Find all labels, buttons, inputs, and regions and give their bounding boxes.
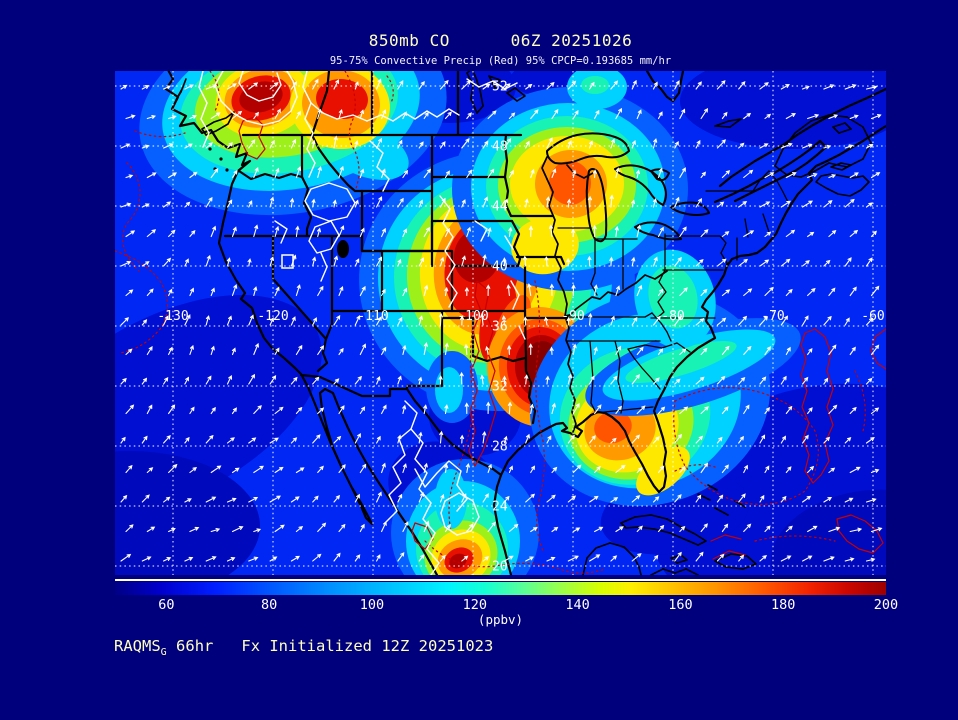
colorbar-tick: 80 [261,597,278,613]
grid-labels: 52 48 44 40 36 32 28 24 20 -130 -120 -110 -100 -90 -80… [157,80,884,575]
lon-label: -100 [457,309,488,324]
lat-label: 32 [492,380,508,395]
latlon-grid [115,71,886,575]
colorbar-tick: 200 [873,597,899,613]
coastlines [164,71,886,575]
great-lakes [337,132,710,258]
colorbar-tick: 100 [359,597,385,613]
lon-label: -110 [357,309,388,324]
colorbar-tick: 160 [668,597,693,613]
wind-vectors [120,78,883,562]
colorbar [115,582,886,595]
colorbar-tick-labels: 60 80 100 120 140 160 180 200 [115,597,898,613]
colorbar-tick: 60 [158,597,175,613]
map-canvas: 52 48 44 40 36 32 28 24 20 -130 -120 -110 -100 -90 -80… [115,71,886,575]
lon-label: -80 [661,309,684,324]
lat-label: 28 [492,440,508,455]
lon-label: -70 [761,309,784,324]
forecast-map: 52 48 44 40 36 32 28 24 20 -130 -120 -110 -100 -90 -80… [115,71,886,575]
lat-label: 44 [492,200,508,215]
lon-label: -90 [561,309,584,324]
model-footer: RAQMSG 66hr Fx Initialized 12Z 20251023 [114,637,493,658]
colorbar-tick: 140 [565,597,590,613]
lat-label: 20 [492,560,508,575]
model-name: RAQMS [114,637,161,655]
plot-subtitle: 95-75% Convective Precip (Red) 95% CPCP=… [329,55,672,67]
lat-label: 36 [492,320,508,335]
footer-text: 66hr Fx Initialized 12Z 20251023 [166,637,494,655]
model-subscript: G [160,647,167,659]
river-borders [541,156,668,433]
lat-label: 52 [492,80,508,95]
plot-title: 850mb CO 06Z 20251026 [368,31,633,50]
lat-label: 48 [492,140,508,155]
colorbar-tick: 180 [770,597,796,613]
colorbar-tick: 120 [462,597,487,613]
lat-label: 40 [492,260,508,275]
lon-label: -130 [157,309,188,324]
lat-label: 24 [492,500,508,515]
lon-label: -120 [257,309,288,324]
lon-label: -60 [861,309,884,324]
colorbar-top-line [115,579,886,581]
colorbar-units: (ppbv) [477,612,524,627]
